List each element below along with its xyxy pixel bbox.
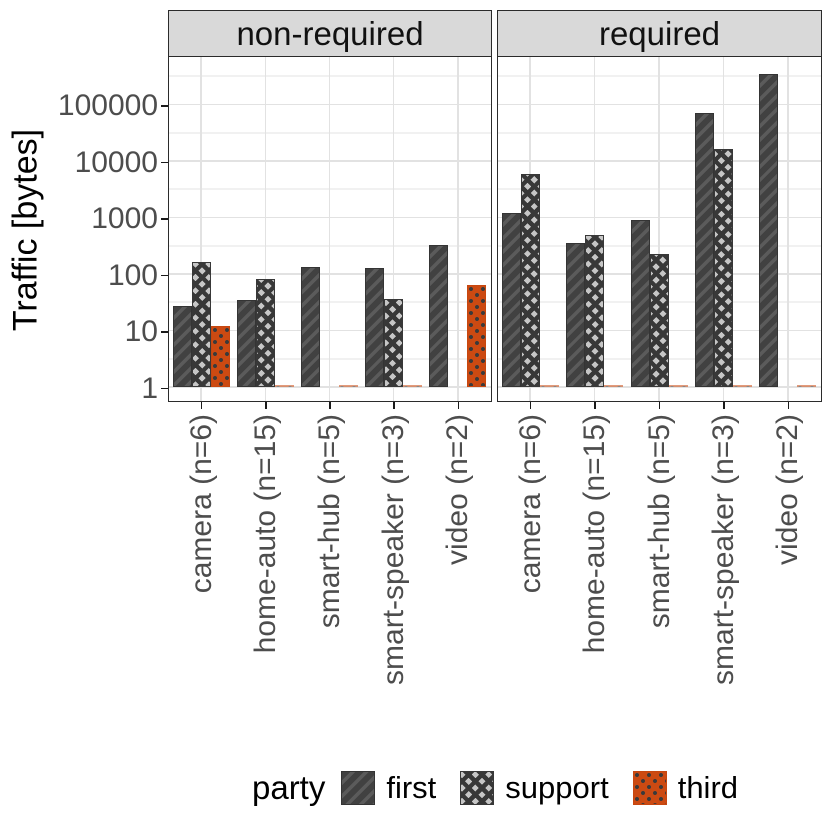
facet-strip-label: non-required [236,14,424,52]
facet-strip-non-required: non-required [168,10,492,57]
bar-third [732,384,752,387]
legend: party first support third [160,758,830,818]
x-tick-label: smart-hub (n=5) [642,414,676,629]
bar-support [713,149,733,387]
bar-support [520,173,540,387]
y-tick-label: 1 [141,371,158,405]
y-tick-mark [161,274,168,277]
x-tick-mark [594,402,596,409]
bar-support [585,234,605,387]
x-tick-mark [787,402,790,409]
x-tick-mark [393,402,395,409]
facet-strip-required: required [497,10,822,57]
y-tick-mark [161,161,168,164]
gridline-vertical [392,57,395,401]
x-tick-label: video (n=2) [441,414,475,565]
x-tick-label: home-auto (n=15) [578,414,612,654]
bar-third [339,384,358,387]
y-tick-mark [161,105,168,107]
x-tick-label: video (n=2) [771,414,805,565]
bar-third [604,384,624,387]
legend-item-first: first [341,770,436,806]
y-tick-mark [161,331,168,333]
x-tick-label: smart-speaker (n=3) [377,414,411,685]
bar-first [429,245,449,387]
legend-item-support: support [460,770,609,806]
facet-non-required: non-required [168,10,492,402]
gridline-vertical [328,57,331,401]
x-tick-label: home-auto (n=15) [248,414,282,654]
x-tick-mark [529,402,532,409]
legend-label-first: first [386,770,437,805]
gridline-vertical [658,57,660,401]
x-tick-label: camera (n=6) [513,414,547,594]
facet-strip-label: required [598,14,721,52]
y-tick-label: 10 [124,315,158,348]
third-party-swatch-icon [632,771,667,805]
bar-support [255,278,275,387]
legend-title: party [251,769,326,806]
bar-third [403,384,423,387]
x-tick-mark [265,402,267,409]
x-tick-label: smart-hub (n=5) [313,414,346,629]
bar-third [797,384,817,387]
first-party-swatch-icon [341,771,376,805]
bar-third [539,384,559,387]
bar-first [694,113,714,387]
x-tick-mark [329,402,331,409]
legend-item-third: third [632,770,739,806]
bar-first [301,266,320,387]
gridline-vertical [264,57,267,401]
bar-first [501,213,521,387]
plot-panel-non-required [168,57,492,402]
support-party-swatch-icon [460,771,495,805]
y-tick-label: 100000 [57,89,158,122]
legend-label-third: third [677,770,739,805]
bar-third [274,384,294,387]
x-tick-mark [200,402,203,409]
bar-first [172,306,192,387]
gridline-vertical [200,57,202,401]
x-tick-mark [658,402,661,409]
bar-support [191,261,211,387]
x-tick-mark [723,402,725,409]
bar-first [365,267,385,387]
plot-panel-required [497,57,822,402]
bar-third [210,326,230,387]
y-tick-label: 10000 [74,145,158,179]
bar-first [759,73,779,387]
bar-support [649,253,669,387]
gridline-vertical [457,57,459,401]
x-tick-label: smart-speaker (n=3) [706,414,740,685]
y-tick-mark [161,387,168,390]
bar-first [566,242,586,387]
y-tick-mark [161,218,168,220]
bar-third [467,284,487,387]
legend-label-support: support [505,770,609,805]
bar-first [630,220,650,387]
bar-third [668,384,688,387]
facet-required: required [497,10,822,402]
y-tick-label: 1000 [91,202,158,235]
bar-support [384,299,404,387]
x-tick-label: camera (n=6) [184,414,218,594]
x-tick-mark [457,402,460,409]
y-tick-label: 100 [107,258,158,292]
gridline-vertical [593,57,596,401]
bar-first [236,299,256,387]
gridline-vertical [787,57,789,401]
